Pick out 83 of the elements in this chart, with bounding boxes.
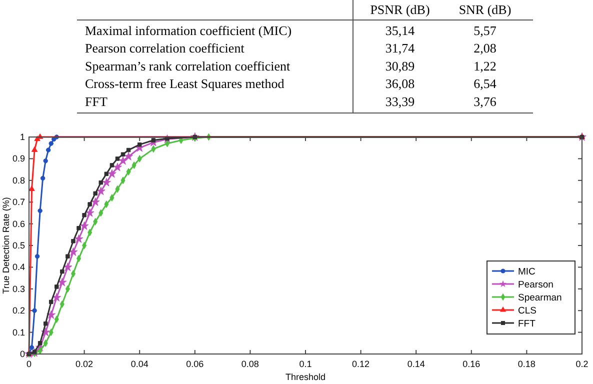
y-tick-label: 0.6 xyxy=(12,218,25,229)
point xyxy=(126,148,131,152)
x-tick-label: 0.2 xyxy=(576,359,588,369)
y-tick-label: 0.4 xyxy=(12,262,25,272)
legend-label: Spearman xyxy=(518,292,562,304)
point xyxy=(118,156,128,165)
point xyxy=(43,322,48,326)
point xyxy=(88,202,92,206)
data-label: 31,74 xyxy=(385,40,416,56)
point xyxy=(124,152,133,160)
point xyxy=(104,172,109,176)
y-tick-label: 0.3 xyxy=(12,284,25,294)
y-tick-label: 0.9 xyxy=(12,154,25,164)
y-tick-label: 0.2 xyxy=(12,306,25,316)
point xyxy=(46,310,56,319)
point xyxy=(68,247,78,256)
text: SNR (dB) xyxy=(458,2,512,17)
point xyxy=(48,141,54,146)
point xyxy=(54,284,59,289)
point xyxy=(98,180,104,185)
point xyxy=(49,300,54,304)
x-tick-label: 0.18 xyxy=(518,359,536,369)
x-tick-label: 0.02 xyxy=(76,359,94,369)
point xyxy=(31,146,38,152)
point xyxy=(43,158,48,164)
legend-label: CLS xyxy=(518,306,536,316)
point xyxy=(38,208,42,214)
point xyxy=(46,148,51,152)
point xyxy=(93,191,98,196)
x-tick-label: 0.04 xyxy=(130,359,148,369)
point xyxy=(60,269,64,274)
x-tick-label: 0.1 xyxy=(299,359,312,369)
point xyxy=(52,292,62,302)
x-axis-title: Threshold xyxy=(285,372,326,382)
point xyxy=(58,278,67,286)
point xyxy=(71,239,76,244)
data-label: 6,54 xyxy=(474,76,497,92)
point xyxy=(76,226,81,230)
point xyxy=(110,163,114,168)
point xyxy=(32,308,37,313)
x-tick-label: 0.08 xyxy=(241,359,259,369)
category-label: Pearson correlation coefficient xyxy=(85,40,245,56)
y-tick-label: 1 xyxy=(20,132,25,142)
y-tick-label: 0.1 xyxy=(12,327,25,338)
y-tick-label: 0.5 xyxy=(12,240,25,250)
data-label: 33,39 xyxy=(385,94,415,109)
data-label: 35,14 xyxy=(385,22,416,38)
point xyxy=(80,221,89,230)
data-label: 2,08 xyxy=(474,40,496,56)
category-label: FFT xyxy=(85,94,108,109)
point xyxy=(120,152,126,156)
y-tick-label: 0.7 xyxy=(12,197,25,208)
x-tick-label: 0.12 xyxy=(352,359,370,369)
point xyxy=(113,162,122,172)
data-label: 3,76 xyxy=(474,94,497,109)
y-axis-title: True Detection Rate (%) xyxy=(1,197,11,294)
x-tick-label: 0 xyxy=(26,359,32,369)
point xyxy=(40,176,46,181)
x-tick-label: 0.06 xyxy=(186,359,204,369)
category-label: Spearman’s rank correlation coefficient xyxy=(85,58,291,74)
x-tick-label: 0.14 xyxy=(407,359,425,369)
point xyxy=(38,341,42,346)
data-label: 1,22 xyxy=(474,58,496,74)
point xyxy=(115,156,120,161)
point xyxy=(66,254,70,258)
y-tick-label: 0 xyxy=(20,349,25,359)
x-tick-label: 0.16 xyxy=(462,359,480,369)
category-label: Cross-term free Least Squares method xyxy=(85,76,285,92)
point xyxy=(29,345,34,350)
y-tick-label: 0.8 xyxy=(12,175,25,186)
data-label: 5,57 xyxy=(474,22,497,38)
data-label: 36,08 xyxy=(385,76,415,92)
legend-label: Pearson xyxy=(518,280,554,290)
legend-label: MIC xyxy=(518,266,536,278)
point xyxy=(41,328,50,336)
point xyxy=(82,213,86,218)
point xyxy=(34,254,40,259)
data-label: 30,89 xyxy=(385,58,415,74)
point xyxy=(74,234,84,243)
text: PSNR (dB) xyxy=(370,2,430,17)
point xyxy=(137,142,142,147)
legend-label: FFT xyxy=(518,318,536,330)
category-label: Maximal information coefficient (MIC) xyxy=(85,22,292,38)
